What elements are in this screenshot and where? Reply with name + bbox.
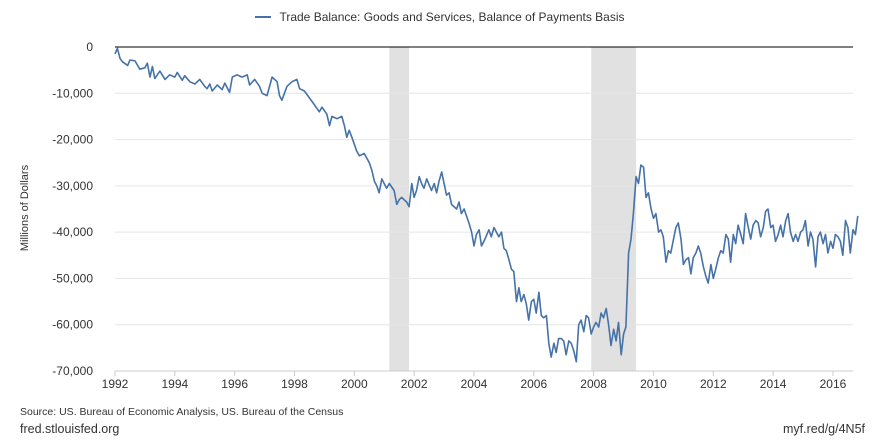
y-tick-label: -30,000 [52,179,93,193]
series-line [114,47,859,363]
recession-bands [389,47,637,371]
recession-band [389,47,410,371]
x-tick-label: 2006 [520,377,547,391]
legend: Trade Balance: Goods and Services, Balan… [0,10,880,24]
x-tick-label: 2002 [401,377,428,391]
legend-label: Trade Balance: Goods and Services, Balan… [279,10,625,24]
x-tick-label: 1998 [281,377,308,391]
series-layer [114,47,859,363]
y-tick-label: -20,000 [52,133,93,147]
y-tick-label: -70,000 [52,364,93,378]
x-tick-label: 1994 [161,377,188,391]
short-link[interactable]: myf.red/g/4N5f [783,422,865,436]
y-tick-label: -60,000 [52,318,93,332]
x-tick-label: 1996 [221,377,248,391]
site-link[interactable]: fred.stlouisfed.org [20,422,120,436]
y-tick-label: -40,000 [52,225,93,239]
y-axis-label: Millions of Dollars [19,164,31,252]
x-tick-label: 2000 [341,377,368,391]
x-tick-label: 1992 [102,377,129,391]
x-tick-label: 2004 [461,377,488,391]
x-tick-label: 2014 [760,377,787,391]
y-tick-label: -50,000 [52,271,93,285]
y-tick-label: -10,000 [52,86,93,100]
legend-swatch [255,16,272,18]
source-note: Source: US. Bureau of Economic Analysis,… [20,406,344,418]
y-tick-label: 0 [86,40,93,54]
recession-band [591,47,637,371]
x-tick-label: 2016 [820,377,847,391]
y-axis-ticks: 0 -10,000 -20,000 -30,000 -40,000 -50,000 -60,… [52,40,93,378]
x-tick-label: 2012 [700,377,727,391]
x-tick-label: 2008 [580,377,607,391]
x-tick-label: 2010 [640,377,667,391]
x-axis-ticks: 1992 1994 1996 1998 2000 2002 2004 2006 2008 2010… [102,371,847,391]
gridlines [115,46,853,372]
